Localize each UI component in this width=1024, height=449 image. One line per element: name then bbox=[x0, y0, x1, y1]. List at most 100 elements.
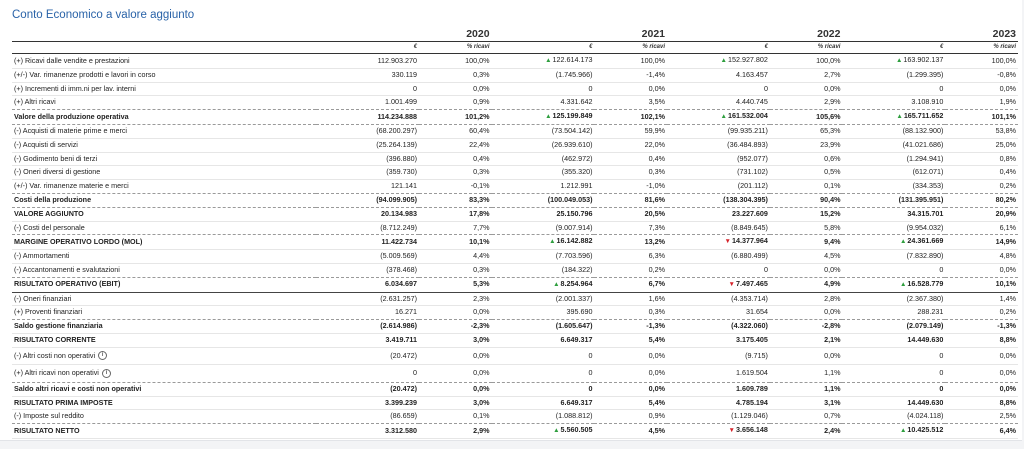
value-cell: 6.649.317 bbox=[491, 396, 595, 411]
percent-cell: 81,6% bbox=[594, 193, 668, 208]
value-text: (26.939.610) bbox=[551, 139, 593, 149]
value-text: (68.200.297) bbox=[376, 125, 418, 135]
info-icon[interactable]: i bbox=[101, 368, 111, 378]
percent-cell: -1,4% bbox=[594, 68, 668, 83]
value-text: (94.099.905) bbox=[376, 194, 418, 204]
percent-cell: 100,0% bbox=[419, 53, 492, 69]
value-cell: ▲16.142.882 bbox=[491, 234, 595, 251]
info-icon[interactable]: i bbox=[98, 351, 108, 361]
value-cell: (731.102) bbox=[667, 165, 770, 181]
value-text: 10.425.512 bbox=[907, 425, 944, 435]
value-text: (20.472) bbox=[390, 350, 418, 360]
percent-cell: 0,5% bbox=[769, 165, 843, 181]
trend-down-icon: ▼ bbox=[724, 238, 731, 246]
value-cell: (99.935.211) bbox=[667, 124, 770, 139]
value-cell: (68.200.297) bbox=[316, 124, 420, 139]
value-text: 16.271 bbox=[395, 307, 418, 317]
trend-up-icon: ▲ bbox=[720, 57, 727, 64]
value-text: 330.119 bbox=[391, 69, 418, 79]
value-cell: 1.609.789 bbox=[667, 382, 770, 397]
percent-cell: 4,9% bbox=[769, 277, 843, 293]
percent-cell: 0,2% bbox=[594, 263, 668, 278]
value-cell: (201.112) bbox=[667, 179, 770, 194]
value-cell: (1.745.966) bbox=[491, 68, 595, 83]
value-cell: (1.605.647) bbox=[491, 319, 595, 334]
trend-up-icon: ▲ bbox=[895, 57, 903, 64]
value-text: 0 bbox=[939, 264, 944, 274]
value-cell: (462.972) bbox=[491, 152, 595, 167]
value-cell: 31.654 bbox=[667, 305, 770, 321]
percent-cell: 2,4% bbox=[769, 423, 843, 439]
value-cell: 0 bbox=[842, 347, 946, 366]
value-cell: (396.880) bbox=[316, 152, 420, 167]
table-row: (+/-) Var. rimanenze materie e merci 121.… bbox=[12, 179, 1018, 194]
value-text: 1.212.991 bbox=[560, 181, 593, 191]
value-text: (5.009.569) bbox=[380, 251, 418, 261]
row-label: (-) Accantonamenti e svalutazioni bbox=[14, 264, 120, 274]
value-text: 165.711.652 bbox=[903, 111, 944, 121]
percent-cell: 0,0% bbox=[945, 364, 1018, 383]
value-text: 34.315.701 bbox=[907, 208, 944, 218]
percent-cell: 0,0% bbox=[594, 364, 668, 383]
percent-cell: 0,3% bbox=[419, 68, 492, 83]
percent-cell: 3,1% bbox=[769, 396, 843, 411]
value-text: 6.649.317 bbox=[560, 334, 593, 344]
value-cell: ▲5.560.505 bbox=[491, 423, 595, 439]
table-row: Saldo gestione finanziaria (2.614.986) -2,… bbox=[12, 319, 1018, 334]
table-row: (-) Oneri finanziari (2.631.257) 2,3% (2.00… bbox=[12, 292, 1018, 307]
trend-up-icon: ▲ bbox=[720, 113, 727, 121]
percent-cell: 3,0% bbox=[419, 396, 492, 411]
value-cell: 0 bbox=[491, 364, 595, 383]
value-text: 161.532.004 bbox=[727, 111, 768, 121]
percent-cell: 5,3% bbox=[419, 277, 492, 293]
value-text: 112.903.270 bbox=[377, 55, 418, 65]
table-row: (-) Godimento beni di terzi (396.880) 0,4%… bbox=[12, 152, 1018, 167]
value-text: (1.294.941) bbox=[906, 153, 944, 163]
value-text: (1.745.966) bbox=[555, 69, 593, 79]
table-row: (-) Costi del personale (8.712.249) 7,7% (9… bbox=[12, 221, 1018, 236]
value-cell: (184.322) bbox=[491, 263, 595, 278]
table-row: (-) Accantonamenti e svalutazioni (378.46… bbox=[12, 263, 1018, 278]
table-row: Saldo altri ricavi e costi non operativi… bbox=[12, 382, 1018, 397]
percent-cell: 20,5% bbox=[594, 207, 668, 222]
value-cell: (1.299.395) bbox=[842, 68, 946, 83]
value-cell: (36.484.893) bbox=[667, 138, 770, 153]
value-cell: 20.134.983 bbox=[316, 207, 420, 222]
value-text: (1.299.395) bbox=[906, 69, 944, 79]
value-text: (6.880.499) bbox=[731, 251, 768, 261]
horizontal-scrollbar[interactable] bbox=[0, 441, 1024, 449]
percent-cell: 100,0% bbox=[945, 53, 1018, 69]
value-cell: 114.234.888 bbox=[316, 109, 420, 125]
unit-pct: % ricavi bbox=[594, 41, 668, 54]
percent-cell: 0,0% bbox=[945, 382, 1018, 397]
value-cell: (138.304.395) bbox=[667, 193, 770, 208]
table-row: (-) Oneri diversi di gestione (359.730) 0,… bbox=[12, 165, 1018, 181]
header-spacer bbox=[12, 41, 317, 54]
percent-cell: 0,1% bbox=[419, 409, 492, 425]
row-label: (+) Ricavi dalle vendite e prestazioni bbox=[14, 55, 130, 65]
value-text: 11.422.734 bbox=[381, 236, 418, 246]
row-label-cell: VALORE AGGIUNTO bbox=[12, 207, 317, 222]
row-label: (+/-) Var. rimanenze materie e merci bbox=[14, 181, 129, 191]
table-row: (+/-) Var. rimanenze prodotti e lavori i… bbox=[12, 68, 1018, 83]
value-cell: (9.007.914) bbox=[491, 221, 595, 236]
value-cell: 0 bbox=[491, 382, 595, 397]
value-text: 163.902.137 bbox=[903, 55, 944, 64]
row-label-cell: (-) Costi del personale bbox=[12, 221, 317, 236]
unit-pct: % ricavi bbox=[945, 41, 1018, 54]
value-cell: (1.294.941) bbox=[842, 152, 946, 167]
percent-cell: 0,0% bbox=[594, 82, 668, 97]
value-text: (9.715) bbox=[745, 350, 768, 360]
trend-up-icon: ▲ bbox=[899, 238, 907, 246]
value-cell: ▲163.902.137 bbox=[842, 53, 946, 69]
value-text: 31.654 bbox=[745, 307, 768, 317]
value-text: 1.619.504 bbox=[735, 368, 768, 378]
value-text: 4.163.457 bbox=[735, 69, 768, 79]
trend-up-icon: ▲ bbox=[549, 238, 556, 246]
value-cell: 0 bbox=[842, 364, 946, 383]
row-label: (+/-) Var. rimanenze prodotti e lavori i… bbox=[14, 69, 156, 79]
value-text: (396.880) bbox=[386, 153, 418, 163]
value-cell: 4.440.745 bbox=[667, 95, 770, 111]
value-text: (138.304.395) bbox=[723, 194, 768, 204]
value-cell: 0 bbox=[842, 382, 946, 397]
